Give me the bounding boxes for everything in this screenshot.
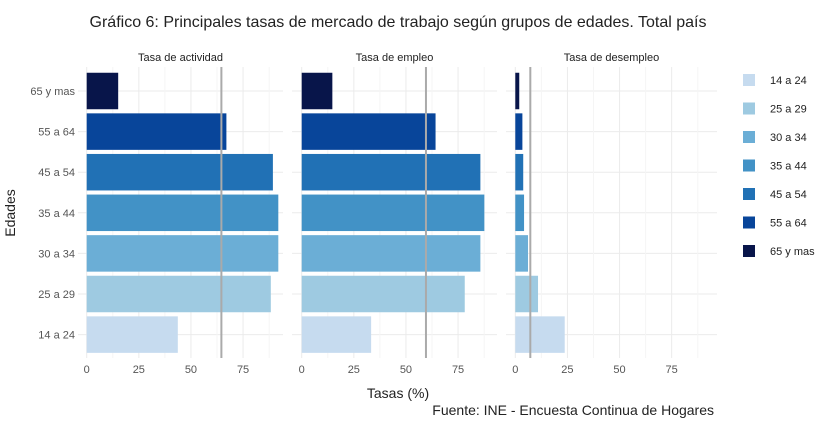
- bar-35-a-44: [515, 194, 525, 232]
- y-axis-labels: 14 a 24 25 a 29 30 a 34 35 a 44 45 a 54 55 a …: [30, 86, 75, 342]
- y-tick-label: 30 a 34: [38, 248, 75, 260]
- bar-30-a-34: [86, 235, 279, 272]
- bar-35-a-44: [301, 194, 485, 232]
- legend-swatch: [743, 74, 755, 86]
- legend-label: 30 a 34: [770, 132, 807, 144]
- bar-55-a-64: [515, 113, 523, 150]
- bar-25-a-29: [86, 275, 271, 313]
- bar-14-a-24: [86, 316, 178, 353]
- y-tick-label: 25 a 29: [38, 289, 75, 301]
- panel-title: Tasa de empleo: [356, 52, 434, 64]
- x-tick-label: 75: [666, 364, 678, 376]
- panel-title: Tasa de desempleo: [564, 52, 659, 64]
- panel-1: Tasa de actividad 0 25 50 75: [78, 52, 283, 376]
- legend-swatch: [743, 245, 755, 257]
- y-tick-label: 65 y mas: [30, 86, 75, 98]
- legend-label: 55 a 64: [770, 218, 807, 230]
- legend-item: 65 y mas: [743, 245, 815, 258]
- x-tick-label: 50: [613, 364, 625, 376]
- bar-30-a-34: [301, 235, 481, 272]
- bar-35-a-44: [86, 194, 279, 232]
- x-tick-label: 25: [561, 364, 573, 376]
- legend-item: 55 a 64: [743, 216, 807, 230]
- legend-swatch: [743, 159, 755, 172]
- x-tick-label: 50: [400, 364, 412, 376]
- legend: 14 a 24 25 a 29 30 a 34 35 a 44 45 a 54 55 a …: [743, 74, 815, 258]
- x-tick-label: 75: [452, 364, 464, 376]
- legend-label: 65 y mas: [770, 246, 815, 258]
- bar-30-a-34: [515, 235, 529, 272]
- x-tick-label: 50: [185, 364, 197, 376]
- legend-item: 45 a 54: [743, 188, 807, 201]
- legend-label: 45 a 54: [770, 189, 807, 201]
- legend-item: 35 a 44: [743, 159, 807, 173]
- legend-label: 25 a 29: [770, 104, 807, 116]
- bar-45-a-54: [86, 153, 273, 191]
- x-axis-title: Tasas (%): [367, 385, 429, 401]
- legend-item: 14 a 24: [743, 74, 807, 87]
- legend-label: 35 a 44: [770, 161, 807, 173]
- panel-title: Tasa de actividad: [138, 52, 223, 64]
- bar-55-a-64: [86, 113, 227, 150]
- bar-65-y-mas: [86, 72, 119, 110]
- legend-item: 25 a 29: [743, 102, 807, 116]
- legend-item: 30 a 34: [743, 131, 807, 144]
- legend-swatch: [743, 216, 755, 229]
- legend-swatch: [743, 131, 755, 143]
- bar-14-a-24: [515, 316, 565, 353]
- x-tick-label: 25: [133, 364, 145, 376]
- panel-3: Tasa de desempleo 0 25 50 75: [506, 52, 717, 376]
- y-tick-label: 55 a 64: [38, 127, 75, 139]
- legend-swatch: [743, 102, 755, 115]
- caption: Fuente: INE - Encuesta Continua de Hogar…: [432, 402, 714, 418]
- x-tick-label: 75: [237, 364, 249, 376]
- bar-65-y-mas: [515, 72, 520, 110]
- chart-title: Gráfico 6: Principales tasas de mercado …: [90, 14, 707, 31]
- legend-swatch: [743, 188, 755, 200]
- bar-14-a-24: [301, 316, 372, 353]
- x-tick-label: 25: [348, 364, 360, 376]
- x-tick-label: 0: [512, 364, 518, 376]
- legend-label: 14 a 24: [770, 75, 807, 87]
- y-tick-label: 45 a 54: [38, 167, 75, 179]
- bar-45-a-54: [301, 153, 481, 191]
- bar-55-a-64: [301, 113, 436, 150]
- y-tick-label: 14 a 24: [38, 330, 75, 342]
- x-tick-label: 0: [299, 364, 305, 376]
- bar-45-a-54: [515, 153, 524, 191]
- panels: Tasa de actividad 0 25 50 75 Tasa de empleo 0 2…: [78, 52, 717, 376]
- bar-25-a-29: [301, 275, 465, 313]
- x-tick-label: 0: [84, 364, 90, 376]
- y-axis-title: Edades: [2, 189, 18, 236]
- y-tick-label: 35 a 44: [38, 208, 75, 220]
- panel-2: Tasa de empleo 0 25 50 75: [292, 52, 497, 376]
- bar-65-y-mas: [301, 72, 333, 110]
- bar-25-a-29: [515, 275, 539, 313]
